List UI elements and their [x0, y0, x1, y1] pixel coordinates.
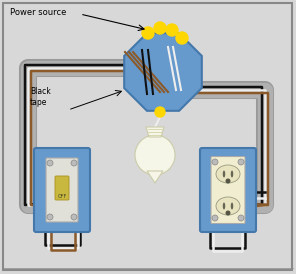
Ellipse shape [231, 202, 233, 210]
Text: OFF: OFF [57, 193, 67, 198]
Circle shape [142, 27, 154, 39]
Circle shape [71, 214, 77, 220]
Circle shape [212, 215, 218, 221]
Ellipse shape [216, 197, 240, 215]
Polygon shape [147, 171, 163, 183]
Ellipse shape [223, 170, 225, 178]
Circle shape [47, 160, 53, 166]
Circle shape [212, 159, 218, 165]
Text: Black
tape: Black tape [30, 87, 51, 107]
Circle shape [238, 159, 244, 165]
Circle shape [135, 135, 175, 175]
Text: Power source: Power source [10, 8, 66, 17]
Ellipse shape [223, 202, 225, 210]
Circle shape [71, 160, 77, 166]
FancyBboxPatch shape [34, 148, 90, 232]
Polygon shape [146, 127, 164, 137]
Circle shape [226, 178, 231, 184]
Ellipse shape [231, 170, 233, 178]
FancyBboxPatch shape [211, 156, 245, 224]
FancyBboxPatch shape [46, 158, 78, 222]
Circle shape [166, 24, 178, 36]
Circle shape [176, 32, 188, 44]
Circle shape [47, 214, 53, 220]
Circle shape [154, 22, 166, 34]
Circle shape [155, 107, 165, 117]
Polygon shape [124, 33, 202, 111]
FancyBboxPatch shape [55, 176, 69, 200]
Ellipse shape [216, 165, 240, 183]
Circle shape [226, 210, 231, 215]
FancyBboxPatch shape [200, 148, 256, 232]
Circle shape [238, 215, 244, 221]
